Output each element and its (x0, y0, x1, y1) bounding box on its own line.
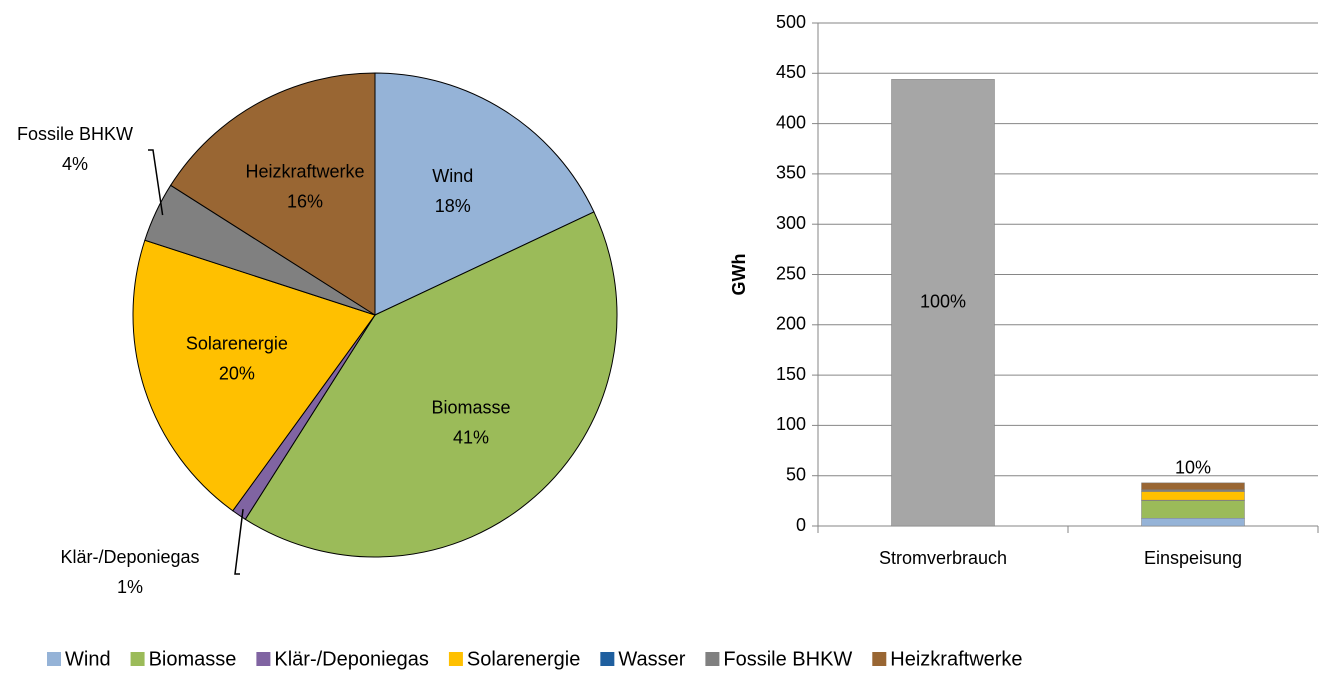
slice-value-label: 18% (435, 196, 471, 216)
slice-value-label: 16% (287, 192, 323, 212)
y-tick-label: 150 (776, 364, 806, 384)
pie-slice (374, 72, 595, 316)
x-tick-label: Einspeisung (1144, 548, 1242, 568)
bar-segment (891, 79, 995, 527)
y-tick-label: 250 (776, 263, 806, 283)
y-axis-label: GWh (729, 254, 749, 296)
legend-swatch (130, 652, 145, 666)
legend-label: Wind (65, 648, 111, 670)
slice-label: Klär-/Deponiegas (60, 547, 199, 567)
legend-swatch (448, 652, 463, 666)
pie-slice (244, 211, 618, 558)
bar-segment (1141, 500, 1245, 519)
y-tick-label: 300 (776, 213, 806, 233)
y-tick-label: 200 (776, 314, 806, 334)
bar-value-label: 100% (920, 291, 966, 311)
legend-label: Wasser (618, 648, 685, 670)
y-tick-label: 450 (776, 62, 806, 82)
y-tick-label: 350 (776, 163, 806, 183)
legend-swatch (600, 652, 615, 666)
legend-swatch (872, 652, 887, 666)
slice-label: Heizkraftwerke (246, 162, 365, 182)
slice-label: Solarenergie (186, 334, 288, 354)
pie-slice (169, 72, 376, 316)
x-tick-label: Stromverbrauch (879, 548, 1007, 568)
legend-swatch (256, 652, 271, 666)
leader-line (148, 149, 164, 216)
y-tick-label: 0 (796, 515, 806, 535)
legend-label: Solarenergie (467, 648, 580, 670)
y-tick-label: 100 (776, 414, 806, 434)
y-tick-label: 500 (776, 12, 806, 32)
bar-segment (1141, 491, 1245, 501)
slice-label: Fossile BHKW (17, 124, 133, 144)
legend-label: Biomasse (149, 648, 237, 670)
y-tick-label: 50 (786, 464, 806, 484)
bar-segment (1141, 489, 1245, 492)
legend-swatch (705, 652, 720, 666)
total-label: 10% (1175, 458, 1211, 478)
bar-segment (1141, 518, 1245, 527)
y-tick-label: 400 (776, 112, 806, 132)
legend-swatch (47, 652, 61, 666)
legend-label: Klär-/Deponiegas (274, 648, 429, 670)
slice-value-label: 1% (117, 577, 143, 597)
slice-label: Wind (432, 166, 473, 186)
leader-line (234, 509, 244, 575)
pie-slice (132, 239, 376, 512)
legend-label: Heizkraftwerke (890, 648, 1022, 670)
slice-value-label: 41% (453, 428, 489, 448)
slice-value-label: 20% (219, 364, 255, 384)
legend-label: Fossile BHKW (723, 648, 852, 670)
slice-label: Biomasse (432, 398, 511, 418)
bar-segment (1141, 482, 1245, 491)
slice-value-label: 4% (62, 154, 88, 174)
